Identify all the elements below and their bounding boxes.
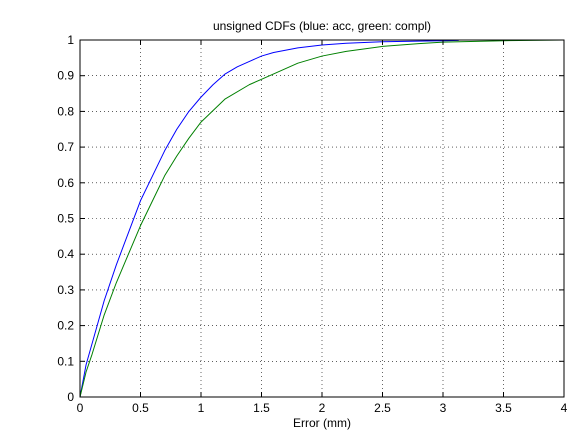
x-tick-label: 4 [561,401,568,415]
x-axis-label: Error (mm) [293,416,351,430]
x-tick-label: 1.5 [253,401,270,415]
y-tick-label: 0.5 [57,212,74,226]
y-tick-label: 0.6 [57,176,74,190]
y-tick-label: 0.2 [57,319,74,333]
y-tick-label: 0.1 [57,354,74,368]
x-tick-label: 0 [77,401,84,415]
ticks: 0 0.5 1 1.5 2 2.5 3 3.5 4 0 0.1 0.2 0.3 0.4 0.5 0.6 0.7 0… [57,33,567,415]
x-tick-label: 3.5 [495,401,512,415]
y-tick-label: 0.8 [57,104,74,118]
series-line-1 [79,39,459,398]
series-line-2 [79,39,565,398]
x-tick-label: 0.5 [132,401,149,415]
x-tick-label: 2.5 [374,401,391,415]
x-tick-label: 2 [319,401,326,415]
grid [80,40,564,397]
x-tick-label: 3 [440,401,447,415]
y-tick-label: 0.4 [57,247,74,261]
y-tick-label: 0 [67,390,74,404]
y-tick-label: 0.7 [57,140,74,154]
series-group [79,39,565,398]
x-tick-label: 1 [198,401,205,415]
y-tick-label: 0.9 [57,69,74,83]
chart-title: unsigned CDFs (blue: acc, green: compl) [213,19,431,33]
y-tick-label: 0.3 [57,283,74,297]
y-tick-label: 1 [67,33,74,47]
